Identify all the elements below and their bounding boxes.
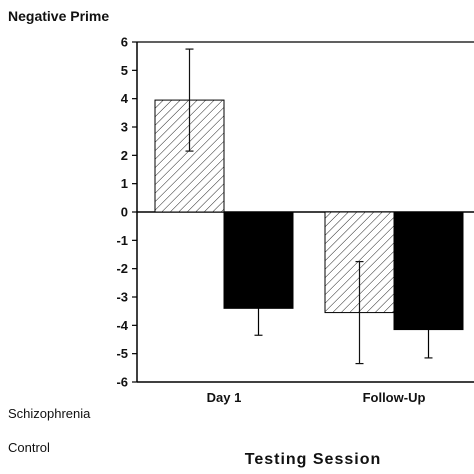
y-tick-label: -4 xyxy=(116,318,128,333)
legend-label-control: Control xyxy=(8,440,50,455)
y-tick-label: -3 xyxy=(116,290,128,305)
x-axis-title: Testing Session xyxy=(245,451,382,468)
y-tick-label: -6 xyxy=(116,375,128,390)
y-tick-label: 0 xyxy=(121,205,128,220)
y-tick-label: 3 xyxy=(121,120,128,135)
y-tick-label: -5 xyxy=(116,346,128,361)
y-tick-label: 4 xyxy=(121,91,129,106)
x-axis: Day 1 Follow-Up xyxy=(207,390,426,405)
y-axis: 6 5 4 3 2 1 0 -1 -2 -3 -4 -5 -6 xyxy=(116,35,137,390)
x-tick-label: Follow-Up xyxy=(363,390,426,405)
y-tick-label: 2 xyxy=(121,148,128,163)
y-tick-label: -1 xyxy=(116,233,128,248)
y-tick-label: 5 xyxy=(121,63,128,78)
bars xyxy=(154,99,464,331)
legend-label-schizophrenia: Schizophrenia xyxy=(8,406,91,421)
x-tick-label: Day 1 xyxy=(207,390,242,405)
y-tick-label: 6 xyxy=(121,35,128,50)
y-tick-label: -2 xyxy=(116,261,128,276)
y-tick-label: 1 xyxy=(121,176,128,191)
bar-control-followup xyxy=(393,211,464,331)
bar-control-day1 xyxy=(223,211,294,309)
chart-title: Negative Prime xyxy=(8,8,109,24)
error-bars xyxy=(185,48,433,365)
